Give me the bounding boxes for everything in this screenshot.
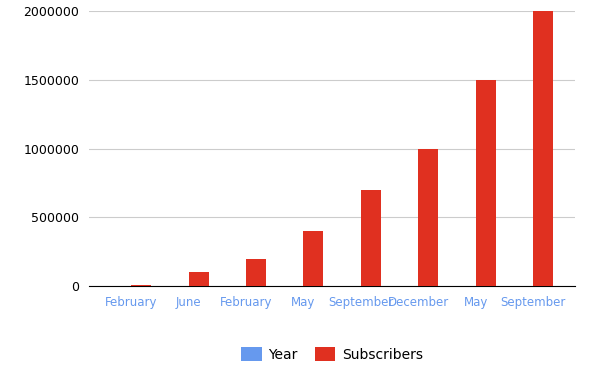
Bar [246,259,266,286]
Bar [361,190,381,286]
Bar [131,285,151,286]
Legend: Year, Subscribers: Year, Subscribers [235,341,429,367]
Bar [476,80,496,286]
Bar [418,149,438,286]
Bar [304,231,323,286]
Bar [533,11,553,286]
Bar [189,272,209,286]
